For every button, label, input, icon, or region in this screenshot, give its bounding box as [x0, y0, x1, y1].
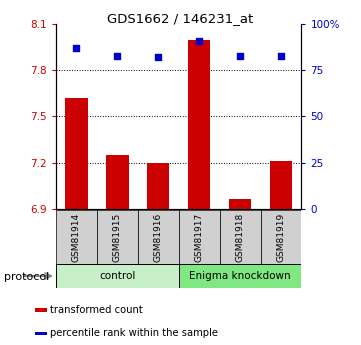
Text: GSM81914: GSM81914 [72, 213, 81, 262]
Text: GSM81916: GSM81916 [154, 213, 163, 262]
Bar [56, 264, 179, 288]
Text: Enigma knockdown: Enigma knockdown [189, 271, 291, 281]
Bar [138, 210, 179, 264]
Bar [179, 210, 219, 264]
Bar [56, 210, 97, 264]
Text: GDS1662 / 146231_at: GDS1662 / 146231_at [107, 12, 254, 25]
Text: transformed count: transformed count [50, 305, 143, 315]
Text: GSM81919: GSM81919 [277, 213, 286, 262]
Bar [35, 332, 47, 335]
Point [155, 55, 161, 60]
Bar [35, 308, 47, 312]
Text: GSM81917: GSM81917 [195, 213, 204, 262]
Bar [65, 98, 88, 209]
Bar [261, 210, 301, 264]
Bar [219, 210, 261, 264]
Point [196, 38, 202, 43]
Bar [229, 199, 251, 209]
Point [237, 53, 243, 58]
Bar [270, 161, 292, 209]
Text: protocol: protocol [4, 272, 49, 282]
Bar [147, 162, 170, 209]
Bar [188, 40, 210, 209]
Bar [179, 264, 301, 288]
Point [114, 53, 120, 58]
Bar [97, 210, 138, 264]
Point [74, 46, 79, 51]
Text: GSM81915: GSM81915 [113, 213, 122, 262]
Text: percentile rank within the sample: percentile rank within the sample [50, 328, 218, 338]
Bar [106, 155, 129, 209]
Text: control: control [99, 271, 135, 281]
Text: GSM81918: GSM81918 [236, 213, 244, 262]
Point [278, 53, 284, 58]
